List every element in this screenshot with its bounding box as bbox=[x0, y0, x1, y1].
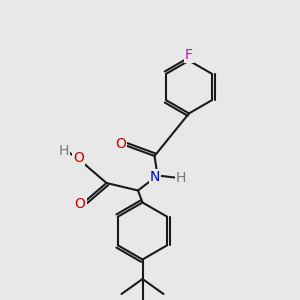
Text: O: O bbox=[115, 137, 126, 151]
Text: F: F bbox=[185, 48, 193, 62]
Text: O: O bbox=[74, 151, 84, 164]
Text: O: O bbox=[75, 197, 86, 211]
Text: H: H bbox=[58, 144, 69, 158]
Text: H: H bbox=[176, 171, 186, 184]
Text: N: N bbox=[150, 170, 160, 184]
